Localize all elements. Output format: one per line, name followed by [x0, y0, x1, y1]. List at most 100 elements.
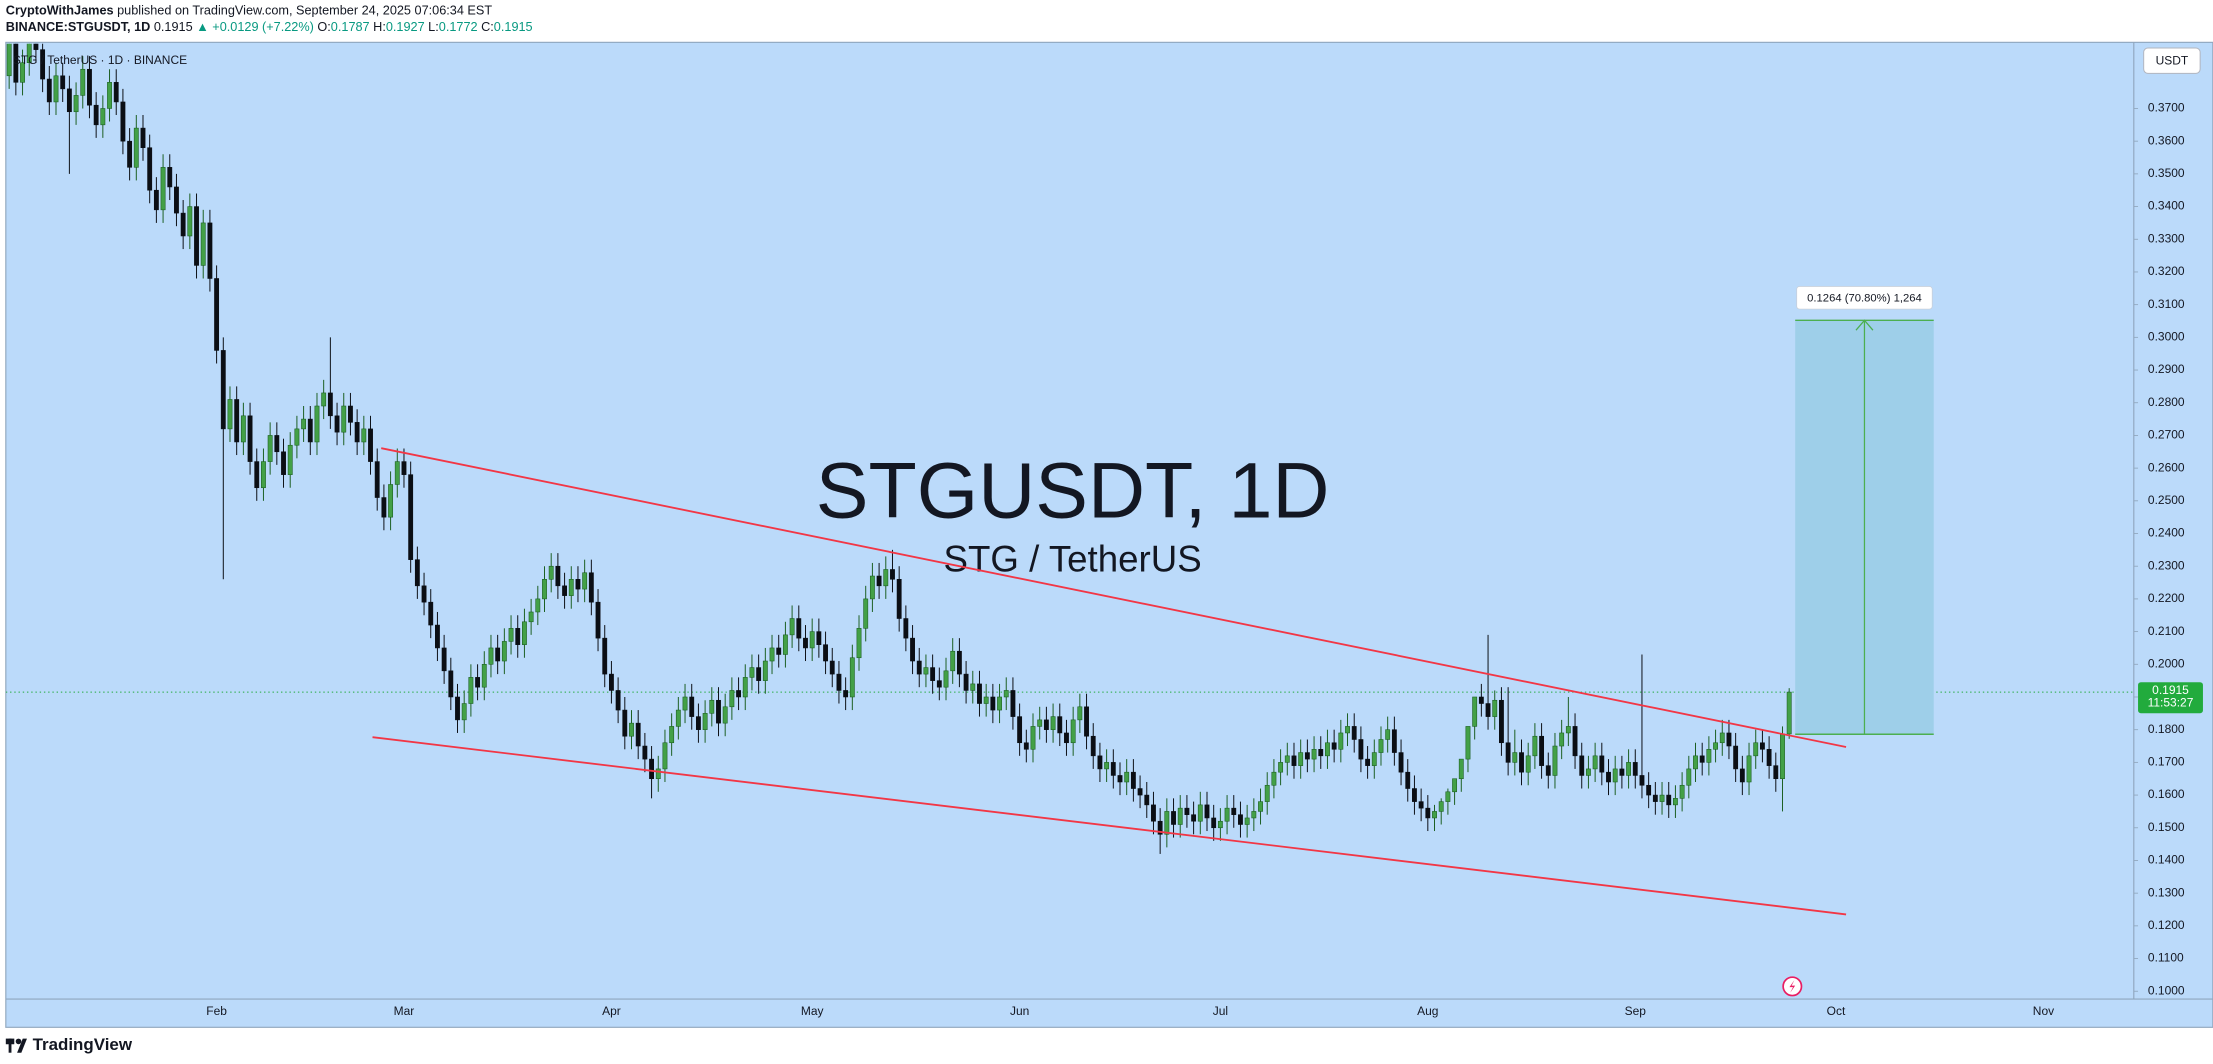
- candle-body: [1492, 699, 1498, 717]
- candle-body: [916, 660, 922, 675]
- candle-body: [756, 667, 762, 681]
- candle-body: [435, 624, 440, 649]
- candle-body: [1231, 807, 1237, 815]
- candle-body: [695, 716, 701, 730]
- candle-body: [227, 399, 233, 430]
- candle-body: [1351, 726, 1357, 740]
- plot: [5, 43, 2134, 916]
- candle-body: [1472, 696, 1478, 727]
- candle-body: [1238, 814, 1243, 825]
- candle-body: [1652, 794, 1658, 802]
- ohlc-value: 0.1787: [331, 21, 370, 35]
- candle-body: [669, 726, 675, 744]
- candle-body: [769, 647, 775, 662]
- candle-body: [455, 696, 460, 721]
- candle-body: [1084, 706, 1089, 737]
- candle-body: [1070, 719, 1076, 744]
- candle-body: [1505, 742, 1511, 763]
- candle-body: [930, 667, 936, 681]
- candle-body: [1726, 732, 1732, 747]
- candle-body: [261, 461, 266, 489]
- candle-body: [1137, 788, 1143, 796]
- candle-body: [910, 637, 915, 662]
- candle-body: [956, 650, 962, 675]
- candle-body: [1311, 749, 1317, 760]
- candle-body: [281, 451, 286, 475]
- candle-body: [187, 206, 193, 237]
- candle-body: [515, 628, 521, 645]
- x-tick-label: Jun: [1010, 1004, 1029, 1018]
- candle-body: [682, 696, 688, 711]
- candle-body: [1110, 762, 1116, 776]
- candle-body: [200, 222, 206, 266]
- candle-body: [970, 683, 976, 691]
- candle-body: [441, 647, 447, 672]
- candle-body: [220, 350, 226, 430]
- countdown: 11:53:27: [2148, 696, 2194, 710]
- candle-body: [1345, 726, 1350, 734]
- candle-body: [776, 647, 782, 655]
- x-tick-label: Oct: [1827, 1004, 1846, 1018]
- y-tick-label: 0.1500: [2148, 820, 2185, 834]
- candle-body: [13, 43, 19, 83]
- candle-body: [535, 598, 541, 613]
- candle-body: [1412, 788, 1417, 802]
- candle-body: [1512, 752, 1518, 763]
- candle-body: [481, 664, 487, 688]
- candle-body: [1010, 690, 1016, 717]
- last-price-badge: [2138, 682, 2203, 714]
- candle-body: [1679, 784, 1685, 799]
- candle-body: [1391, 729, 1397, 753]
- candle-body: [883, 569, 889, 587]
- candle-body: [1398, 752, 1404, 773]
- candle-body: [1164, 811, 1170, 835]
- candle-body: [662, 742, 668, 770]
- candle-body: [655, 768, 661, 780]
- candle-body: [508, 628, 514, 642]
- candle-body: [207, 222, 213, 279]
- candle-body: [287, 444, 293, 475]
- y-tick-label: 0.3700: [2148, 101, 2185, 115]
- candle-body: [1050, 716, 1056, 730]
- y-tick-label: 0.2300: [2148, 558, 2185, 572]
- x-tick-label: Mar: [394, 1004, 415, 1018]
- position-label-box: [1796, 286, 1933, 310]
- candle-body: [890, 569, 895, 580]
- candle-body: [977, 683, 982, 704]
- currency-button[interactable]: [2143, 47, 2201, 74]
- candle-body: [1298, 752, 1304, 766]
- candle-body: [1626, 762, 1632, 776]
- candle-body: [1786, 691, 1792, 735]
- alert-icon[interactable]: [1782, 976, 1803, 997]
- candle-body: [1478, 696, 1484, 704]
- currency[interactable]: USDT: [2156, 54, 2189, 68]
- x-tick-label: Aug: [1417, 1004, 1438, 1018]
- candle-body: [147, 147, 153, 191]
- candle-body: [1632, 762, 1638, 776]
- candle-body: [327, 392, 333, 417]
- candle-body: [1525, 755, 1531, 773]
- candle-body: [542, 579, 547, 600]
- candle-body: [1017, 716, 1023, 744]
- candle-body: [1405, 771, 1411, 789]
- candle-body: [1130, 771, 1136, 789]
- candle-body: [903, 618, 909, 639]
- candle-body: [1217, 820, 1223, 829]
- candle-body: [174, 186, 179, 214]
- candle-body: [736, 690, 741, 698]
- y-tick-label: 0.3500: [2148, 166, 2185, 180]
- candle-body: [876, 575, 882, 587]
- candle-body: [33, 43, 39, 50]
- candle-body: [997, 696, 1002, 711]
- y-tick-label: 0.3000: [2148, 330, 2185, 344]
- candle-body: [1378, 739, 1384, 753]
- candle-body: [488, 647, 494, 665]
- candle-body: [167, 167, 173, 188]
- candle-body: [1686, 768, 1692, 786]
- candle-body: [1325, 742, 1330, 757]
- candle-body: [20, 62, 25, 83]
- candle-body: [120, 101, 126, 142]
- candle-body: [782, 634, 788, 655]
- symbol-line: BINANCE:STGUSDT, 1D 0.1915 ▲ +0.0129 (+7…: [6, 21, 533, 35]
- candle-body: [133, 127, 139, 168]
